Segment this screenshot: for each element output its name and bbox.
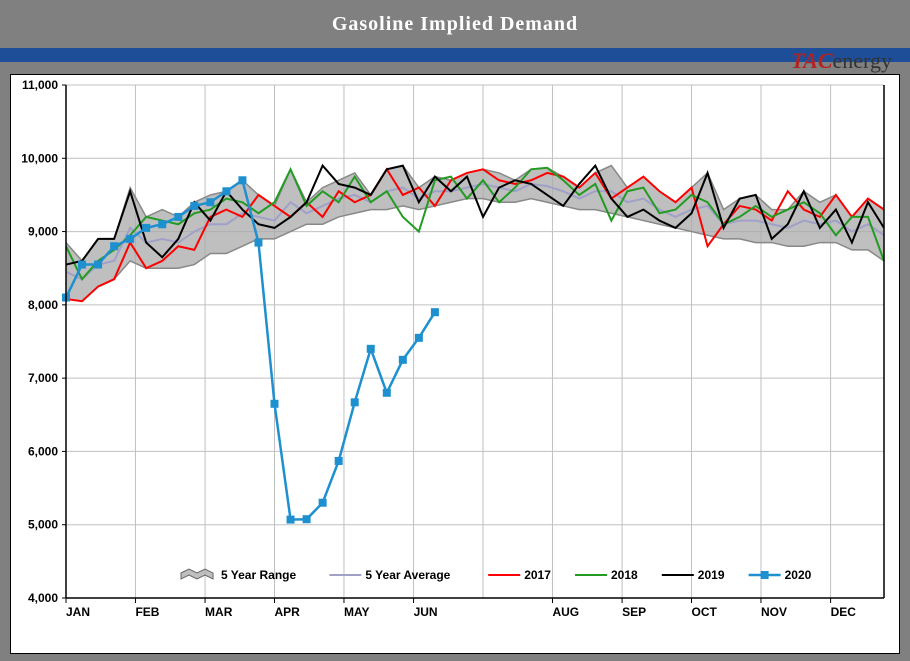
svg-text:4,000: 4,000 [28, 591, 58, 605]
svg-text:MAR: MAR [205, 605, 233, 619]
svg-text:2017: 2017 [524, 568, 551, 582]
svg-text:JAN: JAN [66, 605, 90, 619]
svg-text:7,000: 7,000 [28, 371, 58, 385]
svg-text:AUG: AUG [552, 605, 579, 619]
svg-text:11,000: 11,000 [22, 78, 58, 92]
accent-strip [0, 48, 910, 62]
svg-text:9,000: 9,000 [28, 225, 58, 239]
svg-text:DEC: DEC [831, 605, 857, 619]
svg-text:FEB: FEB [135, 605, 159, 619]
logo-energy: energy [833, 48, 892, 73]
svg-text:MAY: MAY [344, 605, 370, 619]
chart-svg: 4,000 5,000 6,000 7,000 8,000 9,000 10,000 11,0… [11, 75, 899, 653]
brand-logo: TACenergy [791, 48, 892, 74]
svg-text:6,000: 6,000 [28, 444, 58, 458]
logo-tac: TAC [791, 48, 833, 73]
plot-area: 4,000 5,000 6,000 7,000 8,000 9,000 10,000 11,0… [10, 74, 900, 654]
svg-text:5 Year Average: 5 Year Average [365, 568, 450, 582]
svg-text:JUN: JUN [414, 605, 438, 619]
svg-text:10,000: 10,000 [21, 151, 58, 165]
chart-title: Gasoline Implied Demand [0, 0, 910, 48]
svg-text:NOV: NOV [761, 605, 787, 619]
svg-text:2019: 2019 [698, 568, 725, 582]
svg-text:5,000: 5,000 [28, 518, 58, 532]
svg-text:2018: 2018 [611, 568, 638, 582]
svg-text:APR: APR [275, 605, 301, 619]
svg-text:2020: 2020 [785, 568, 812, 582]
svg-text:8,000: 8,000 [28, 298, 58, 312]
chart-container: Gasoline Implied Demand TACenergy 4,000 5… [0, 0, 910, 661]
svg-text:SEP: SEP [622, 605, 646, 619]
svg-text:OCT: OCT [692, 605, 718, 619]
svg-text:5 Year Range: 5 Year Range [221, 568, 296, 582]
